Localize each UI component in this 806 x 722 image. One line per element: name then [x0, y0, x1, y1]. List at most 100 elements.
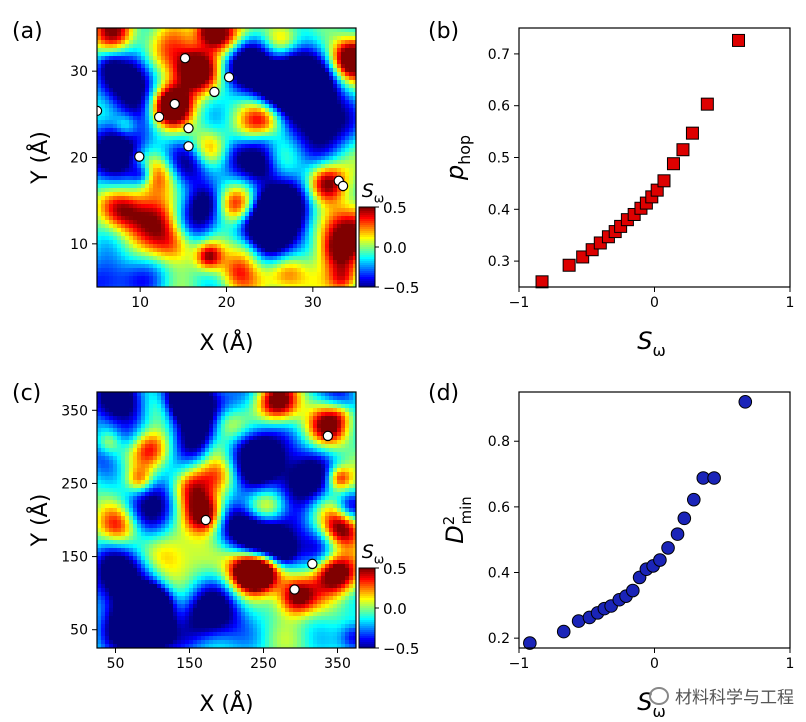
colorbar-segment	[359, 249, 375, 252]
panel-label: (c)	[12, 381, 41, 406]
data-point	[562, 258, 576, 272]
colorbar-segment	[359, 211, 375, 214]
colorbar-segment	[359, 570, 375, 573]
data-point	[732, 33, 746, 47]
y-tick-label: 10	[70, 237, 88, 253]
colorbar-segment	[359, 604, 375, 607]
colorbar-segment	[359, 646, 375, 649]
colorbar-segment	[359, 227, 375, 230]
colorbar-segment	[359, 594, 375, 597]
data-point	[657, 174, 671, 188]
colorbar-segment	[359, 628, 375, 631]
colorbar-tick-label: 0.0	[383, 239, 407, 257]
colorbar-segment	[359, 608, 375, 611]
colorbar-segment	[359, 582, 375, 585]
colorbar-segment	[359, 221, 375, 224]
colorbar-segment	[359, 618, 375, 621]
colorbar-segment	[359, 626, 375, 629]
colorbar-segment	[359, 219, 375, 222]
scatter-panel: −1 0 1 0.2 0.4 0.6 0.8 Sω D2min	[440, 391, 795, 721]
colorbar-tick-label: 0.5	[383, 560, 407, 578]
data-point	[707, 471, 721, 485]
colorbar-segment	[359, 281, 375, 284]
colorbar-segment	[359, 209, 375, 212]
site-marker	[183, 122, 194, 134]
site-marker	[307, 558, 318, 570]
data-point	[523, 636, 537, 650]
data-point	[556, 624, 571, 639]
colorbar-segment	[359, 229, 375, 232]
colorbar-segment	[359, 610, 375, 613]
site-marker	[200, 514, 211, 526]
colorbar-segment	[359, 606, 375, 609]
colorbar-segment	[359, 634, 375, 637]
colorbar-segment	[359, 614, 375, 617]
colorbar-segment	[359, 600, 375, 603]
colorbar-segment	[359, 207, 375, 210]
y-tick-label: 0.2	[488, 631, 510, 647]
axes-frame	[518, 391, 791, 649]
x-tick-label: −1	[509, 656, 530, 672]
colorbar-segment	[359, 586, 375, 589]
colorbar-segment	[359, 602, 375, 605]
colorbar-segment	[359, 245, 375, 248]
site-marker	[289, 584, 300, 595]
colorbar-segment	[359, 255, 375, 258]
heatmap-cells	[97, 28, 356, 287]
y-tick-label: 0.7	[488, 47, 510, 63]
x-tick-label: 1	[786, 656, 795, 672]
colorbar-segment	[359, 235, 375, 238]
colorbar-tick-label: 0.0	[383, 600, 407, 618]
x-tick-label: 20	[218, 295, 236, 311]
site-marker	[322, 430, 334, 442]
y-axis-label: Y (Å)	[26, 131, 53, 185]
y-tick-label: 30	[70, 64, 88, 80]
y-tick-label: 0.6	[488, 500, 510, 516]
y-tick-label: 0.3	[488, 254, 510, 270]
colorbar-tick-label: 0.5	[383, 199, 407, 217]
x-axis-label: X (Å)	[199, 690, 253, 717]
colorbar: 0.5 0.0 −0.5 Sω	[358, 541, 419, 658]
colorbar-segment	[359, 243, 375, 246]
colorbar-segment	[359, 620, 375, 623]
x-tick-label: −1	[509, 295, 530, 311]
y-tick-label: 0.8	[488, 434, 510, 450]
y-tick-label: 0.4	[488, 566, 510, 582]
y-tick-label: 0.4	[488, 202, 510, 218]
colorbar-segment	[359, 590, 375, 593]
data-point	[677, 511, 692, 526]
data-point	[653, 553, 667, 567]
colorbar-segment	[359, 568, 375, 571]
colorbar-segment	[359, 263, 375, 266]
site-marker	[223, 72, 235, 83]
scatter-panel: −1 0 1 0.3 0.4 0.5 0.6 0.7 Sω phop	[441, 27, 794, 360]
colorbar-segment	[359, 269, 375, 272]
y-tick-label: 0.5	[488, 151, 510, 167]
colorbar-segment	[359, 576, 375, 579]
colorbar-segment	[359, 588, 375, 591]
x-axis-label: Sω	[637, 688, 666, 721]
site-marker	[134, 151, 145, 162]
colorbar-segment	[359, 285, 375, 288]
colorbar-segment	[359, 592, 375, 595]
y-axis-label: D2min	[440, 496, 475, 543]
site-marker	[337, 180, 349, 192]
x-tick-label: 150	[176, 656, 203, 672]
colorbar-segment	[359, 624, 375, 627]
colorbar-segment	[359, 572, 375, 575]
colorbar-segment	[359, 233, 375, 236]
colorbar-segment	[359, 273, 375, 276]
data-point	[686, 492, 701, 507]
data-point	[738, 395, 753, 409]
colorbar-segment	[359, 213, 375, 216]
colorbar-segment	[359, 283, 375, 286]
site-marker	[209, 86, 220, 98]
data-point	[626, 583, 640, 598]
colorbar-segment	[359, 261, 375, 264]
colorbar-segment	[359, 265, 375, 268]
y-axis-label: Y (Å)	[26, 494, 53, 548]
wechat-icon	[649, 687, 669, 705]
x-tick-label: 0	[650, 656, 659, 672]
colorbar: 0.5 0.0 −0.5 Sω	[358, 180, 419, 297]
colorbar-segment	[359, 257, 375, 260]
